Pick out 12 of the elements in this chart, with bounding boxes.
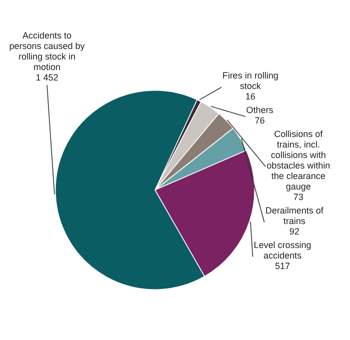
data-label: 92	[289, 226, 300, 236]
data-label: 1 452	[36, 72, 58, 82]
slice-label: Accidents to persons caused by rolling stock in motion	[9, 30, 86, 72]
data-label: 76	[254, 115, 265, 126]
data-label: 16	[245, 91, 256, 102]
slice-label: Level crossing accidents	[254, 240, 312, 260]
slice-label: Derailments of trains	[265, 205, 324, 226]
slice-label: Others	[246, 104, 274, 115]
data-label: 73	[293, 192, 304, 202]
data-label: 517	[274, 260, 290, 271]
slice-label: Collisions of trains, incl. collisions with obstacles within the clearance gauge	[266, 128, 330, 192]
slice-label: Fires in rolling stock	[222, 70, 278, 91]
